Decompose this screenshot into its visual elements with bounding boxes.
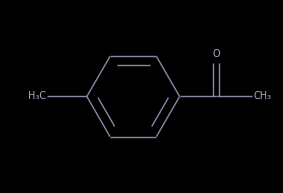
Text: O: O	[212, 49, 220, 59]
Text: H₃C: H₃C	[28, 91, 46, 102]
Text: CH₃: CH₃	[253, 91, 271, 102]
